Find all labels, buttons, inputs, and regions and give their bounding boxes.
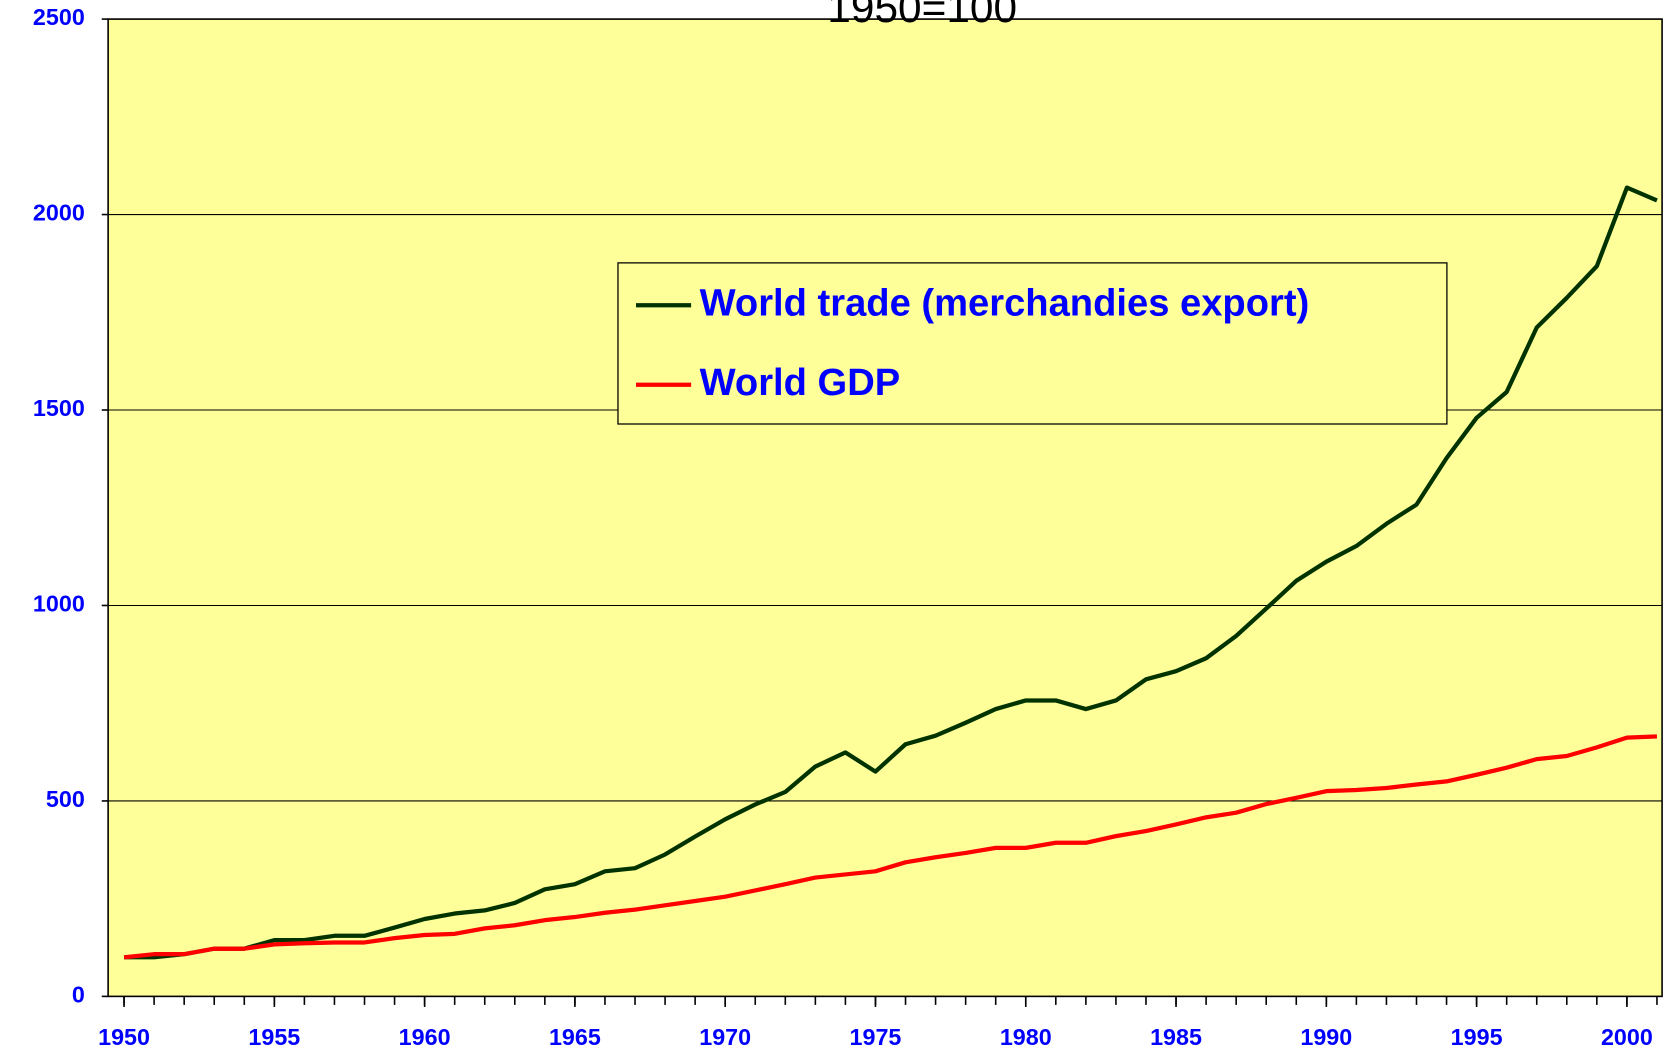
x-tick-label: 1950 [98,1024,150,1050]
data-line [123,734,1658,960]
y-tick-label: 1500 [33,395,85,421]
y-tick-label: 0 [72,982,85,1008]
x-tick-label: 1965 [549,1024,601,1050]
x-tick-label: 1975 [850,1024,902,1050]
plot-area [107,18,1663,998]
x-tick-label: 1980 [1000,1024,1052,1050]
legend-box [617,262,1448,425]
chart-title: 1950=100 [827,0,1017,31]
data-line [124,185,1658,960]
legend-label: World trade (merchandies export) [700,281,1310,324]
x-tick-label: 2000 [1601,1024,1653,1050]
x-tick-label: 1960 [399,1024,451,1050]
x-tick-label: 1995 [1451,1024,1503,1050]
legend-label: World GDP [700,361,901,404]
y-tick-label: 500 [46,786,85,812]
y-tick-label: 2000 [33,200,85,226]
x-tick-label: 1970 [699,1024,751,1050]
x-tick-label: 1985 [1150,1024,1202,1050]
y-tick-label: 1000 [33,591,85,617]
x-tick-label: 1955 [248,1024,300,1050]
x-tick-label: 1990 [1300,1024,1352,1050]
chart-body: 1950=100 0 500 1000 1500 2000 2500 1950 1955 196… [33,0,1663,1050]
y-tick-label: 2500 [33,4,85,30]
